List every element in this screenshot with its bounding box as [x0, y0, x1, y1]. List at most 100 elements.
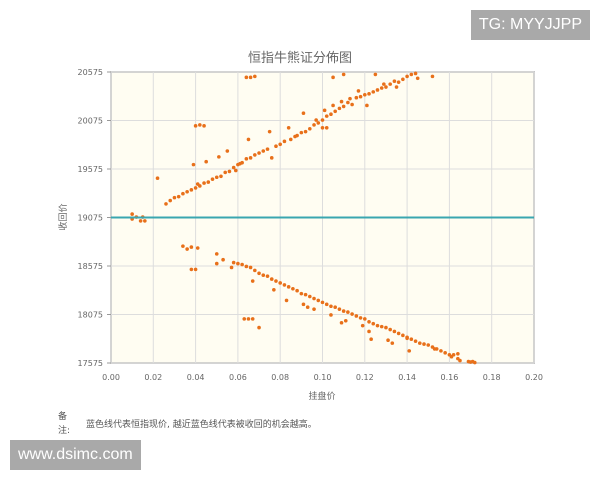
- data-point-series-1: [246, 317, 251, 321]
- data-point-series-1: [195, 246, 200, 250]
- data-point-series-1: [443, 351, 447, 355]
- data-point-series-1: [426, 343, 431, 347]
- data-point-series-0: [331, 75, 335, 80]
- data-point-series-1: [320, 300, 325, 305]
- data-point-series-0: [348, 96, 352, 101]
- data-point-series-1: [341, 309, 346, 313]
- data-point-series-1: [458, 358, 462, 363]
- data-point-series-1: [316, 298, 321, 303]
- data-point-series-0: [320, 118, 325, 122]
- y-tick-label: 20575: [78, 68, 103, 77]
- data-point-series-0: [168, 198, 173, 203]
- data-point-series-0: [322, 108, 327, 113]
- data-point-series-0: [363, 92, 367, 97]
- data-point-series-1: [346, 310, 350, 314]
- data-point-series-0: [316, 121, 321, 125]
- note-label: 备注:: [58, 412, 71, 436]
- data-point-series-1: [272, 287, 276, 292]
- data-point-series-1: [339, 320, 344, 325]
- data-point-series-0: [367, 92, 371, 96]
- data-point-series-0: [314, 118, 318, 122]
- x-tick-label: 0.06: [229, 373, 247, 382]
- watermark-bottom: www.dsimc.com: [10, 440, 141, 470]
- data-point-series-1: [375, 323, 380, 328]
- data-point-series-0: [384, 85, 388, 89]
- data-point-series-1: [295, 288, 299, 293]
- y-tick-label: 18575: [78, 262, 103, 271]
- data-point-series-1: [248, 265, 253, 270]
- data-point-series-0: [231, 165, 236, 170]
- data-point-series-1: [240, 262, 244, 267]
- data-point-series-1: [269, 277, 274, 281]
- data-point-series-0: [217, 155, 221, 159]
- data-point-series-0: [282, 139, 287, 144]
- data-point-series-1: [305, 305, 310, 310]
- data-point-series-0: [269, 156, 274, 160]
- data-point-series-1: [278, 281, 283, 285]
- data-point-series-0: [329, 112, 333, 116]
- data-point-series-1: [231, 260, 236, 265]
- data-point-series-0: [388, 82, 392, 86]
- data-point-series-0: [143, 219, 147, 223]
- y-tick-label: 19075: [78, 214, 103, 223]
- y-tick-label: 18075: [78, 311, 103, 320]
- data-point-series-1: [379, 324, 384, 329]
- axis-ticks: 0.00 0.02 0.04 0.06 0.08 0.10 0.12 0.14 0.16 0.18…: [78, 68, 543, 382]
- data-point-series-1: [324, 302, 329, 307]
- data-point-series-1: [261, 273, 266, 278]
- x-tick-label: 0.12: [356, 373, 374, 382]
- data-point-series-1: [456, 351, 460, 356]
- data-point-series-0: [358, 94, 363, 99]
- data-point-series-1: [358, 316, 363, 320]
- data-point-series-1: [371, 321, 376, 326]
- x-tick-label: 0.08: [271, 373, 289, 382]
- data-point-series-1: [214, 261, 219, 266]
- data-point-series-0: [413, 71, 418, 76]
- data-point-series-1: [422, 342, 426, 346]
- data-point-series-1: [386, 338, 390, 343]
- data-point-series-0: [246, 137, 251, 142]
- data-point-series-0: [373, 72, 378, 77]
- data-point-series-1: [367, 319, 371, 324]
- data-point-series-0: [286, 125, 291, 130]
- x-tick-label: 0.18: [483, 373, 501, 382]
- data-point-series-0: [253, 153, 257, 157]
- chart-title: 恒指牛熊证分佈图: [248, 50, 352, 66]
- data-point-series-1: [384, 325, 388, 330]
- data-point-series-0: [392, 79, 397, 84]
- data-point-series-0: [354, 95, 359, 100]
- data-point-series-0: [320, 125, 325, 130]
- data-point-series-1: [181, 244, 185, 248]
- data-point-series-0: [155, 176, 160, 181]
- data-point-series-0: [267, 129, 272, 134]
- data-point-series-0: [324, 125, 329, 130]
- data-point-series-0: [301, 111, 306, 116]
- data-point-series-0: [401, 77, 405, 82]
- data-point-series-1: [354, 314, 359, 318]
- data-point-series-0: [356, 89, 361, 93]
- data-point-series-1: [392, 329, 397, 334]
- data-point-series-0: [375, 88, 380, 92]
- data-point-series-1: [291, 286, 295, 291]
- data-point-series-0: [405, 74, 409, 79]
- data-point-series-0: [244, 157, 249, 161]
- data-point-series-0: [265, 147, 270, 151]
- data-point-series-1: [388, 327, 392, 332]
- data-point-series-1: [367, 329, 371, 334]
- data-point-series-0: [278, 142, 283, 147]
- x-tick-label: 0.02: [144, 373, 162, 382]
- data-point-series-1: [282, 283, 287, 287]
- data-point-series-1: [253, 268, 257, 273]
- data-point-series-1: [409, 337, 414, 342]
- data-point-series-0: [415, 76, 420, 81]
- data-point-series-1: [333, 305, 337, 310]
- data-point-series-1: [250, 279, 255, 283]
- data-point-series-1: [257, 325, 261, 330]
- data-point-series-1: [396, 331, 401, 336]
- data-point-series-1: [303, 292, 308, 297]
- data-point-series-0: [308, 126, 312, 131]
- data-point-series-0: [331, 103, 335, 108]
- data-point-series-0: [274, 144, 278, 149]
- data-point-series-1: [350, 312, 354, 316]
